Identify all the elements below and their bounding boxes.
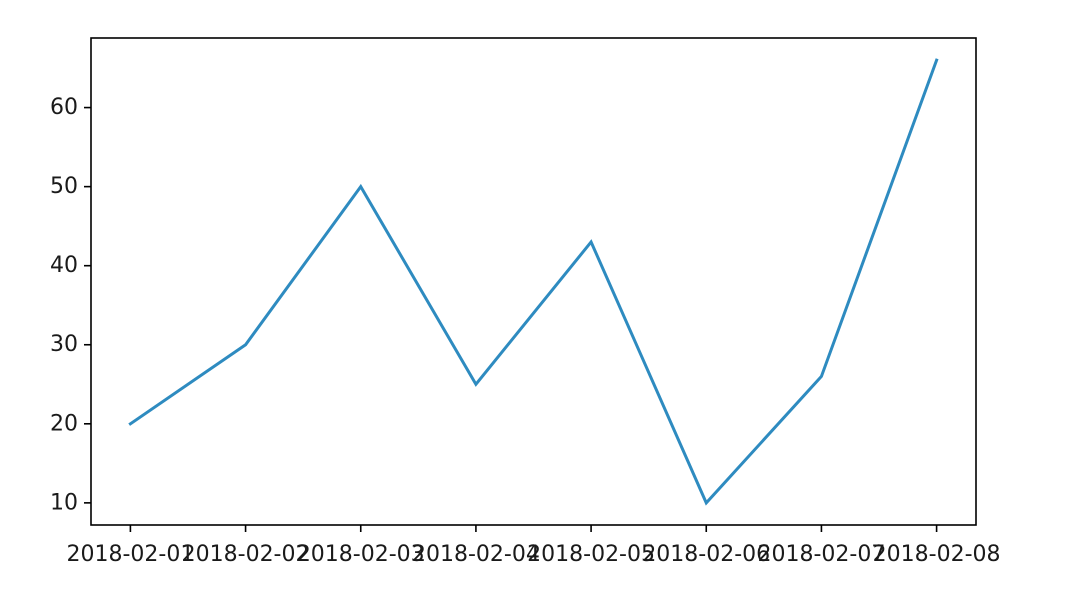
series-line-0 [128, 58, 939, 506]
x-tick-label: 2018-02-07 [757, 542, 885, 567]
x-tick-label: 2018-02-08 [873, 542, 1001, 567]
y-tick-label: 20 [50, 411, 78, 436]
y-tick-label: 60 [50, 95, 78, 120]
x-tick-label: 2018-02-01 [66, 542, 194, 567]
x-tick-label: 2018-02-04 [412, 542, 540, 567]
plot-frame [90, 37, 977, 526]
x-tick-label: 2018-02-03 [297, 542, 425, 567]
x-tick-label: 2018-02-06 [642, 542, 770, 567]
y-tick-label: 40 [50, 253, 78, 278]
x-tick-label: 2018-02-02 [182, 542, 310, 567]
y-tick-label: 50 [50, 174, 78, 199]
y-tick-label: 10 [50, 490, 78, 515]
series-layer [128, 58, 939, 506]
y-tick-label: 30 [50, 332, 78, 357]
x-tick-label: 2018-02-05 [527, 542, 655, 567]
axis-ticks: 1020304050602018-02-012018-02-022018-02-… [50, 95, 1001, 567]
